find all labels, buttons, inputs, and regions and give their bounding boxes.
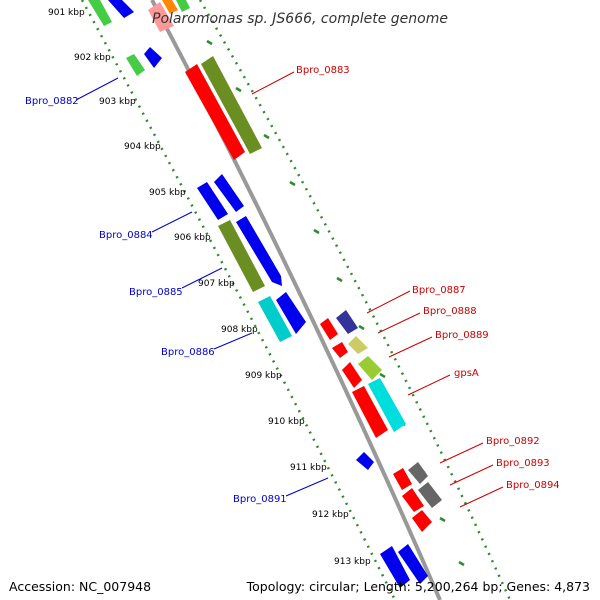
gene-feature[interactable] (218, 220, 265, 292)
gene-feature[interactable] (148, 2, 174, 32)
gene-feature[interactable] (176, 0, 190, 12)
gene-label-bpro-0887[interactable]: Bpro_0887 (412, 285, 466, 296)
gene-feature[interactable] (342, 362, 362, 388)
kbp-label: 902 kbp (74, 53, 111, 63)
label-leader-line (285, 477, 329, 497)
gene-label-bpro-0882[interactable]: Bpro_0882 (25, 96, 79, 107)
gene-label-bpro-0884[interactable]: Bpro_0884 (99, 230, 153, 241)
map-title: Polaromonas sp. JS666, complete genome (152, 11, 448, 27)
label-leader-line (151, 211, 193, 233)
kbp-label: 910 kbp (268, 417, 305, 427)
gene-feature[interactable] (380, 546, 410, 588)
gene-feature[interactable] (185, 64, 245, 160)
label-leader-line (181, 267, 223, 289)
gene-label-bpro-0891[interactable]: Bpro_0891 (233, 494, 287, 505)
gene-label-bpro-0883[interactable]: Bpro_0883 (296, 65, 350, 76)
gene-label-bpro-0894[interactable]: Bpro_0894 (506, 480, 560, 491)
gene-feature[interactable] (402, 488, 424, 512)
label-leader-line (75, 77, 119, 101)
outer-ruler-track (80, 0, 397, 600)
kbp-label: 901 kbp (48, 8, 85, 18)
gene-feature[interactable] (412, 510, 432, 532)
gene-feature[interactable] (358, 356, 382, 380)
kbp-label: 909 kbp (245, 371, 282, 381)
kbp-labels: 901 kbp 902 kbp 903 kbp 904 kbp 905 kbp … (48, 8, 371, 567)
gene-feature[interactable] (352, 386, 388, 438)
gene-label-bpro-0885[interactable]: Bpro_0885 (129, 287, 183, 298)
label-leader-line (251, 71, 295, 95)
gene-feature[interactable] (348, 336, 368, 354)
outer-gene-features (88, 0, 428, 588)
inner-ruler-track (198, 0, 512, 600)
label-leader-line (366, 290, 411, 314)
gene-feature[interactable] (276, 292, 306, 334)
accession-text: Accession: NC_007948 (9, 579, 152, 594)
gene-feature[interactable] (368, 378, 406, 432)
kbp-label: 907 kbp (198, 279, 235, 289)
topology-text: Topology: circular; Length: 5,200,264 bp… (246, 579, 590, 594)
gene-feature[interactable] (356, 452, 374, 470)
label-leader-line (213, 332, 253, 350)
gene-feature[interactable] (201, 56, 262, 154)
gene-feature[interactable] (126, 54, 145, 76)
kbp-label: 913 kbp (334, 557, 371, 567)
kbp-label: 905 kbp (149, 188, 186, 198)
kbp-label: 908 kbp (221, 325, 258, 335)
label-leader-line (388, 336, 433, 358)
inner-gene-features (148, 0, 442, 532)
label-leader-line (377, 312, 421, 334)
gene-feature[interactable] (236, 216, 282, 286)
kbp-label: 903 kbp (99, 97, 136, 107)
gene-feature[interactable] (144, 47, 162, 68)
gene-feature[interactable] (320, 318, 338, 340)
gene-feature[interactable] (214, 174, 244, 212)
gene-feature[interactable] (398, 544, 428, 584)
gene-label-bpro-0892[interactable]: Bpro_0892 (486, 436, 540, 447)
label-leader-line (407, 374, 451, 396)
gene-feature[interactable] (197, 182, 228, 220)
gene-label-bpro-0886[interactable]: Bpro_0886 (161, 347, 215, 358)
gene-label-bpro-0888[interactable]: Bpro_0888 (423, 306, 477, 317)
gene-feature[interactable] (393, 468, 412, 490)
kbp-label: 904 kbp (124, 142, 161, 152)
gene-feature[interactable] (418, 482, 442, 508)
gene-feature[interactable] (88, 0, 112, 26)
gene-feature[interactable] (162, 0, 178, 14)
gene-label-bpro-0889[interactable]: Bpro_0889 (435, 330, 489, 341)
gene-feature[interactable] (108, 0, 134, 18)
gene-label-gpsa[interactable]: gpsA (454, 368, 479, 379)
gene-feature[interactable] (336, 310, 358, 334)
kbp-label: 912 kbp (312, 510, 349, 520)
gene-feature[interactable] (258, 296, 292, 342)
left-gene-labels: Bpro_0882 Bpro_0884 Bpro_0885 Bpro_0886 … (25, 77, 329, 505)
gene-feature[interactable] (408, 462, 428, 484)
gene-feature[interactable] (332, 342, 348, 358)
kbp-label: 911 kbp (290, 463, 327, 473)
label-leader-line (449, 464, 494, 486)
label-leader-line (459, 486, 504, 508)
kbp-label: 906 kbp (174, 233, 211, 243)
label-leader-line (439, 442, 484, 464)
gene-label-bpro-0893[interactable]: Bpro_0893 (496, 458, 550, 469)
right-gene-labels: Bpro_0883 Bpro_0887 Bpro_0888 Bpro_0889 … (251, 65, 560, 508)
